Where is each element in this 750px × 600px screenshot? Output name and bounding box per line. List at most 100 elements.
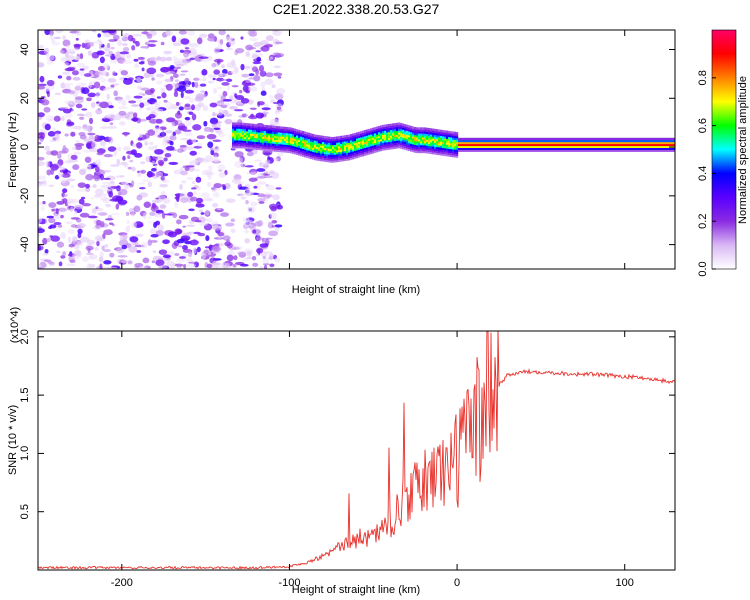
spectrogram-cell	[346, 140, 349, 144]
spectrogram-cell	[288, 146, 291, 150]
spectrogram-cell	[95, 101, 100, 104]
spectrogram-cell	[264, 124, 267, 128]
spectrogram-cell	[486, 147, 489, 150]
spectrogram-cell	[444, 136, 447, 139]
spectrogram-cell	[280, 134, 283, 137]
spectrogram-cell	[386, 143, 389, 147]
spectrogram-cell	[382, 126, 385, 130]
spectrogram-cell	[428, 133, 431, 137]
spectrogram-cell	[326, 140, 329, 143]
spectrogram-cell	[310, 154, 313, 158]
spectrogram-cell	[196, 197, 203, 204]
spectrogram-cell	[476, 147, 479, 150]
spectrogram-cell	[374, 148, 377, 151]
spectrogram-cell	[264, 134, 267, 138]
spectrogram-cell	[506, 141, 509, 145]
spectrogram-cell	[648, 137, 651, 141]
spectrogram-cell	[278, 143, 281, 147]
spectrogram-cell	[444, 140, 447, 143]
spectrogram-cell	[466, 149, 469, 152]
spectrogram-cell	[402, 137, 405, 140]
spectrogram-cell	[454, 133, 457, 137]
spectrogram-cell	[68, 90, 76, 95]
spectrogram-cell	[332, 160, 335, 163]
spectrogram-cell	[542, 141, 545, 145]
spectrogram-cell	[253, 185, 258, 189]
spectrogram-cell	[82, 124, 91, 132]
spectrogram-cell	[644, 137, 647, 141]
spectrogram-cell	[89, 147, 98, 153]
spectrogram-cell	[254, 135, 257, 138]
spectrogram-cell	[414, 136, 417, 140]
spectrogram-cell	[554, 137, 557, 141]
spectrogram-cell	[424, 129, 427, 132]
spectrogram-cell	[510, 143, 513, 147]
spectrogram-cell	[366, 141, 369, 144]
spectrogram-cell	[54, 36, 61, 40]
spectrogram-cell	[40, 205, 45, 211]
spectrogram-cell	[624, 143, 627, 147]
spectrogram-cell	[396, 128, 399, 132]
spectrogram-cell	[50, 168, 55, 175]
spectrogram-cell	[94, 246, 99, 251]
spectrogram-cell	[428, 135, 431, 139]
spectrogram-cell	[362, 148, 365, 151]
spectrogram-cell	[251, 255, 257, 261]
spectrogram-cell	[580, 149, 583, 152]
spectrogram-cell	[212, 158, 221, 163]
spectrogram-cell	[406, 138, 409, 141]
spectrogram-cell	[354, 140, 357, 144]
spectrogram-cell	[167, 231, 178, 238]
spectrogram-cell	[199, 222, 208, 227]
spectrogram-cell	[57, 170, 64, 178]
spectrogram-cell	[530, 139, 533, 143]
spectrogram-cell	[272, 31, 276, 36]
spectrogram-cell	[318, 150, 321, 154]
spectrogram-cell	[562, 149, 565, 152]
spectrogram-cell	[320, 141, 323, 144]
spectrogram-cell	[274, 125, 277, 129]
spectrogram-cell	[226, 198, 236, 203]
spectrogram-cell	[312, 151, 315, 154]
spectrogram-cell	[249, 37, 259, 42]
spectrogram-cell	[622, 145, 625, 149]
spectrogram-cell	[312, 141, 315, 145]
spectrogram-cell	[129, 184, 133, 188]
spectrogram-cell	[626, 139, 629, 143]
spectrogram-cell	[382, 134, 385, 137]
spectrogram-cell	[450, 137, 453, 140]
spectrogram-cell	[107, 229, 112, 235]
spectrogram-cell	[41, 99, 50, 106]
spectrogram-cell	[274, 131, 277, 135]
spectrogram-cell	[179, 138, 188, 141]
spectrogram-cell	[344, 152, 347, 156]
spectrogram-cell	[234, 151, 244, 158]
spectrogram-cell	[72, 236, 78, 243]
spectrogram-cell	[422, 135, 425, 138]
spectrogram-cell	[516, 147, 519, 150]
spectrogram-cell	[310, 152, 313, 156]
spectrogram-cell	[38, 141, 42, 145]
spectrogram-cell	[173, 169, 181, 175]
spectrogram-cell	[598, 147, 601, 150]
spectrogram-cell	[346, 154, 349, 157]
spectrogram-cell	[240, 97, 250, 104]
spectrogram-cell	[265, 35, 274, 42]
spectrogram-cell	[284, 148, 287, 151]
spectrogram-cell	[554, 145, 557, 149]
spectrogram-cell	[514, 147, 517, 150]
spectrogram-cell	[109, 252, 115, 258]
spectrogram-cell	[512, 139, 515, 143]
spectrogram-cell	[370, 139, 373, 143]
spectrogram-cell	[478, 145, 481, 149]
spectrogram-cell	[392, 127, 395, 130]
spectrogram-cell	[314, 152, 317, 155]
spectrogram-cell	[312, 153, 315, 156]
spectrogram-cell	[320, 158, 323, 162]
spectrogram-cell	[356, 134, 359, 137]
spectrogram-cell	[606, 139, 609, 143]
spectrogram-cell	[326, 144, 329, 147]
spectrogram-cell	[260, 134, 263, 137]
spectrogram-cell	[632, 147, 635, 150]
spectrogram-cell	[648, 141, 651, 145]
